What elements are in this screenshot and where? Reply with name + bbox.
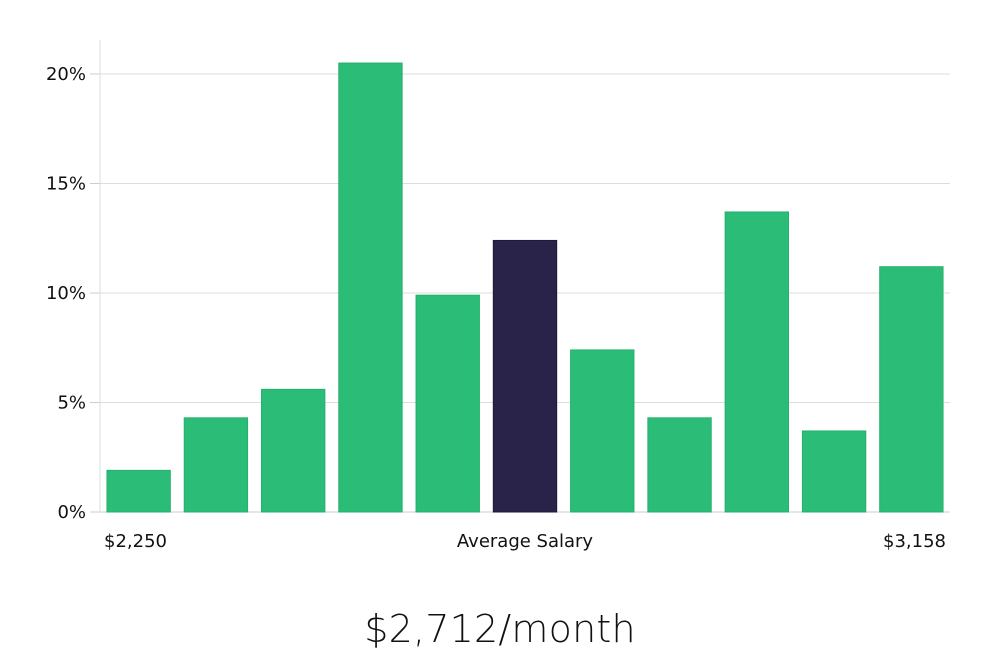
bars (106, 62, 944, 513)
y-tick-label: 10% (46, 283, 86, 304)
x-axis-title: Average Salary (457, 531, 594, 552)
y-tick-label: 15% (46, 174, 86, 195)
salary-distribution-chart: 0% 5% 10% 15% 20% $2,250 Average Salary $3,1… (46, 40, 950, 552)
bar-average-salary (492, 239, 558, 513)
y-axis-ticks: 0% 5% 10% 15% 20% (46, 64, 100, 523)
y-tick-label: 5% (57, 393, 86, 414)
bar (183, 417, 249, 513)
bar (338, 62, 403, 513)
x-end-label: $3,158 (883, 531, 946, 552)
bar (415, 294, 480, 513)
bar (879, 266, 944, 513)
y-tick-label: 20% (46, 64, 86, 85)
bar (106, 469, 171, 513)
bar (647, 417, 712, 513)
bar (570, 349, 635, 513)
average-salary-value: $2,712/month (364, 607, 636, 651)
bar (261, 388, 326, 513)
y-tick-label: 0% (57, 502, 86, 523)
x-start-label: $2,250 (104, 531, 167, 552)
bar (724, 211, 789, 513)
bar (801, 430, 867, 513)
